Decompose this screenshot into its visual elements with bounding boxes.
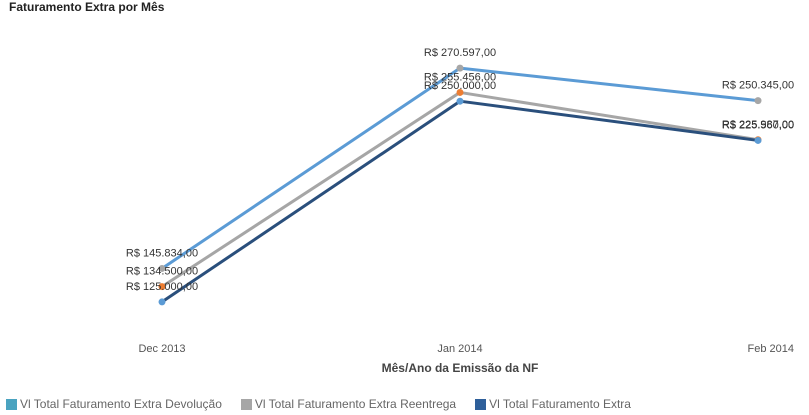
legend-swatch <box>240 398 252 410</box>
data-label: R$ 145.834,00 <box>126 247 198 259</box>
x-tick-label: Jan 2014 <box>437 343 482 355</box>
data-point <box>158 283 166 291</box>
data-point <box>456 97 464 105</box>
legend-swatch <box>475 398 487 410</box>
data-point <box>158 264 166 272</box>
data-point <box>456 64 464 72</box>
data-label: R$ 225.987,00 <box>722 119 794 131</box>
legend-item[interactable]: Vl Total Faturamento Extra Devolução <box>6 397 222 411</box>
data-label: R$ 134.500,00 <box>126 266 198 278</box>
x-tick-label: Dec 2013 <box>138 343 185 355</box>
chart-title: Faturamento Extra por Mês <box>9 0 165 14</box>
legend-label: Vl Total Faturamento Extra <box>489 397 631 411</box>
legend-swatch <box>6 398 17 410</box>
data-label: R$ 250.345,00 <box>722 80 794 92</box>
series-line <box>161 90 759 288</box>
data-point <box>158 298 166 306</box>
series-line <box>161 99 759 304</box>
legend-label: Vl Total Faturamento Extra Devolução <box>20 397 222 411</box>
data-label: R$ 255.456,00 <box>424 71 496 83</box>
data-label: R$ 125.000,00 <box>126 281 198 293</box>
data-label: R$ 225.560,00 <box>722 119 794 131</box>
data-label: R$ 250.000,00 <box>424 80 496 92</box>
x-axis-label: Mês/Ano da Emissão da NF <box>382 361 539 375</box>
data-label: R$ 270.597,00 <box>424 47 496 59</box>
data-point <box>456 88 464 96</box>
legend-label: Vl Total Faturamento Extra Reentrega <box>254 397 457 411</box>
data-point <box>754 97 762 105</box>
legend-item[interactable]: Vl Total Faturamento Extra <box>475 397 631 411</box>
chart-legend: Vl Total Faturamento Extra Devolução Vl T… <box>6 397 650 411</box>
line-chart: Dec 2013 Jan 2014 Feb 2014 Mês/Ano da Emiss… <box>126 47 794 375</box>
data-point <box>754 136 762 144</box>
x-tick-label: Feb 2014 <box>748 343 794 355</box>
legend-item[interactable]: Vl Total Faturamento Extra Reentrega <box>240 397 457 411</box>
